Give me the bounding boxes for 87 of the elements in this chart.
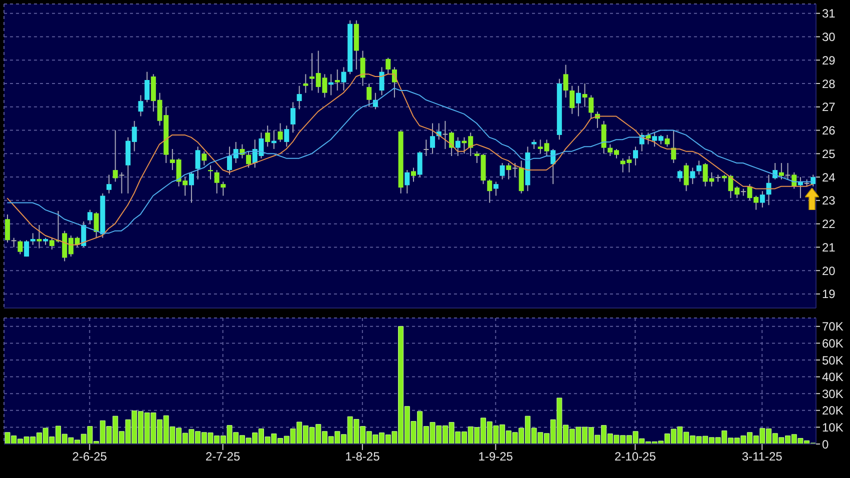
x-tick-label: 2-7-25 [206,450,241,464]
candlestick [278,122,283,142]
candlestick [214,170,220,194]
y-tick-label: 20 [822,264,836,278]
candlestick [246,150,252,168]
candlestick [430,122,436,154]
candlestick [487,178,492,204]
x-tick-label: 1-9-25 [478,450,514,464]
candlestick [455,136,460,156]
candlestick [690,167,696,185]
candlestick [202,150,207,166]
candlestick [220,181,226,196]
x-tick-label: 3-11-25 [742,450,783,464]
candlestick [576,85,581,117]
candlestick [138,94,144,117]
y-tick-label: 19 [822,287,836,302]
candlestick [30,232,36,246]
x-tick-label: 2-10-25 [614,450,656,464]
y-tick-label: 40K [822,370,844,384]
candlestick [411,167,416,182]
candlestick [404,170,410,194]
y-tick-label: 50K [822,353,844,368]
y-tick-label: 70K [822,320,844,334]
y-tick-label: 30K [822,386,844,401]
candlestick [424,139,429,156]
y-tick-label: 60K [822,336,844,350]
candlestick [144,71,150,103]
candlestick [5,214,10,244]
candlestick [740,188,746,196]
candlestick [563,64,568,98]
candlestick [296,85,302,110]
y-tick-label: 27 [822,100,836,114]
candlestick [500,162,505,180]
candlestick [195,146,200,180]
candlestick [303,74,308,94]
candlestick [81,220,86,248]
candlestick [512,162,518,178]
y-tick-label: 20K [822,404,844,418]
candlestick [442,120,448,150]
candlestick [36,224,42,249]
candlestick [601,120,606,154]
candlestick [290,102,296,134]
y-tick-label: 23 [822,194,836,208]
candlestick [94,212,99,238]
candlestick [570,85,575,114]
candlestick [532,139,537,150]
y-tick-label: 28 [822,76,836,91]
candlestick [785,162,790,180]
y-tick-label: 26 [822,124,836,138]
y-tick-label: 10K [822,420,844,434]
candlestick [341,66,346,92]
y-tick-label: 21 [822,240,836,254]
x-tick-label: 2-6-25 [72,450,108,464]
candlestick [379,66,384,96]
candlestick [11,237,16,248]
candlestick [87,209,92,224]
candlestick [582,83,588,108]
candlestick [119,172,124,194]
candlestick [334,68,340,92]
candlestick [386,57,391,75]
candlestick [588,94,594,120]
candlestick [677,170,682,182]
candlestick [633,146,638,166]
y-tick-label: 0 [822,437,829,452]
candlestick [18,240,23,255]
candlestick [188,172,194,204]
candlestick [284,125,290,148]
candlestick [684,162,689,192]
candlestick [760,190,765,208]
x-tick-label: 1-8-25 [345,450,380,464]
candlestick [664,134,670,148]
y-tick-label: 31 [822,6,836,21]
candlestick [493,181,498,196]
candlestick [360,50,366,86]
y-tick-label: 29 [822,53,836,68]
candlestick [417,150,422,178]
candlestick [265,125,270,148]
y-tick-label: 22 [822,217,836,232]
y-tick-label: 30 [822,30,836,44]
candlestick [696,160,702,176]
y-tick-label: 24 [822,170,836,184]
candlestick [366,83,372,108]
candlestick [671,130,676,164]
candlestick [24,240,30,258]
candlestick [766,174,772,206]
candlestick [106,174,112,194]
y-tick-label: 25 [822,146,836,161]
